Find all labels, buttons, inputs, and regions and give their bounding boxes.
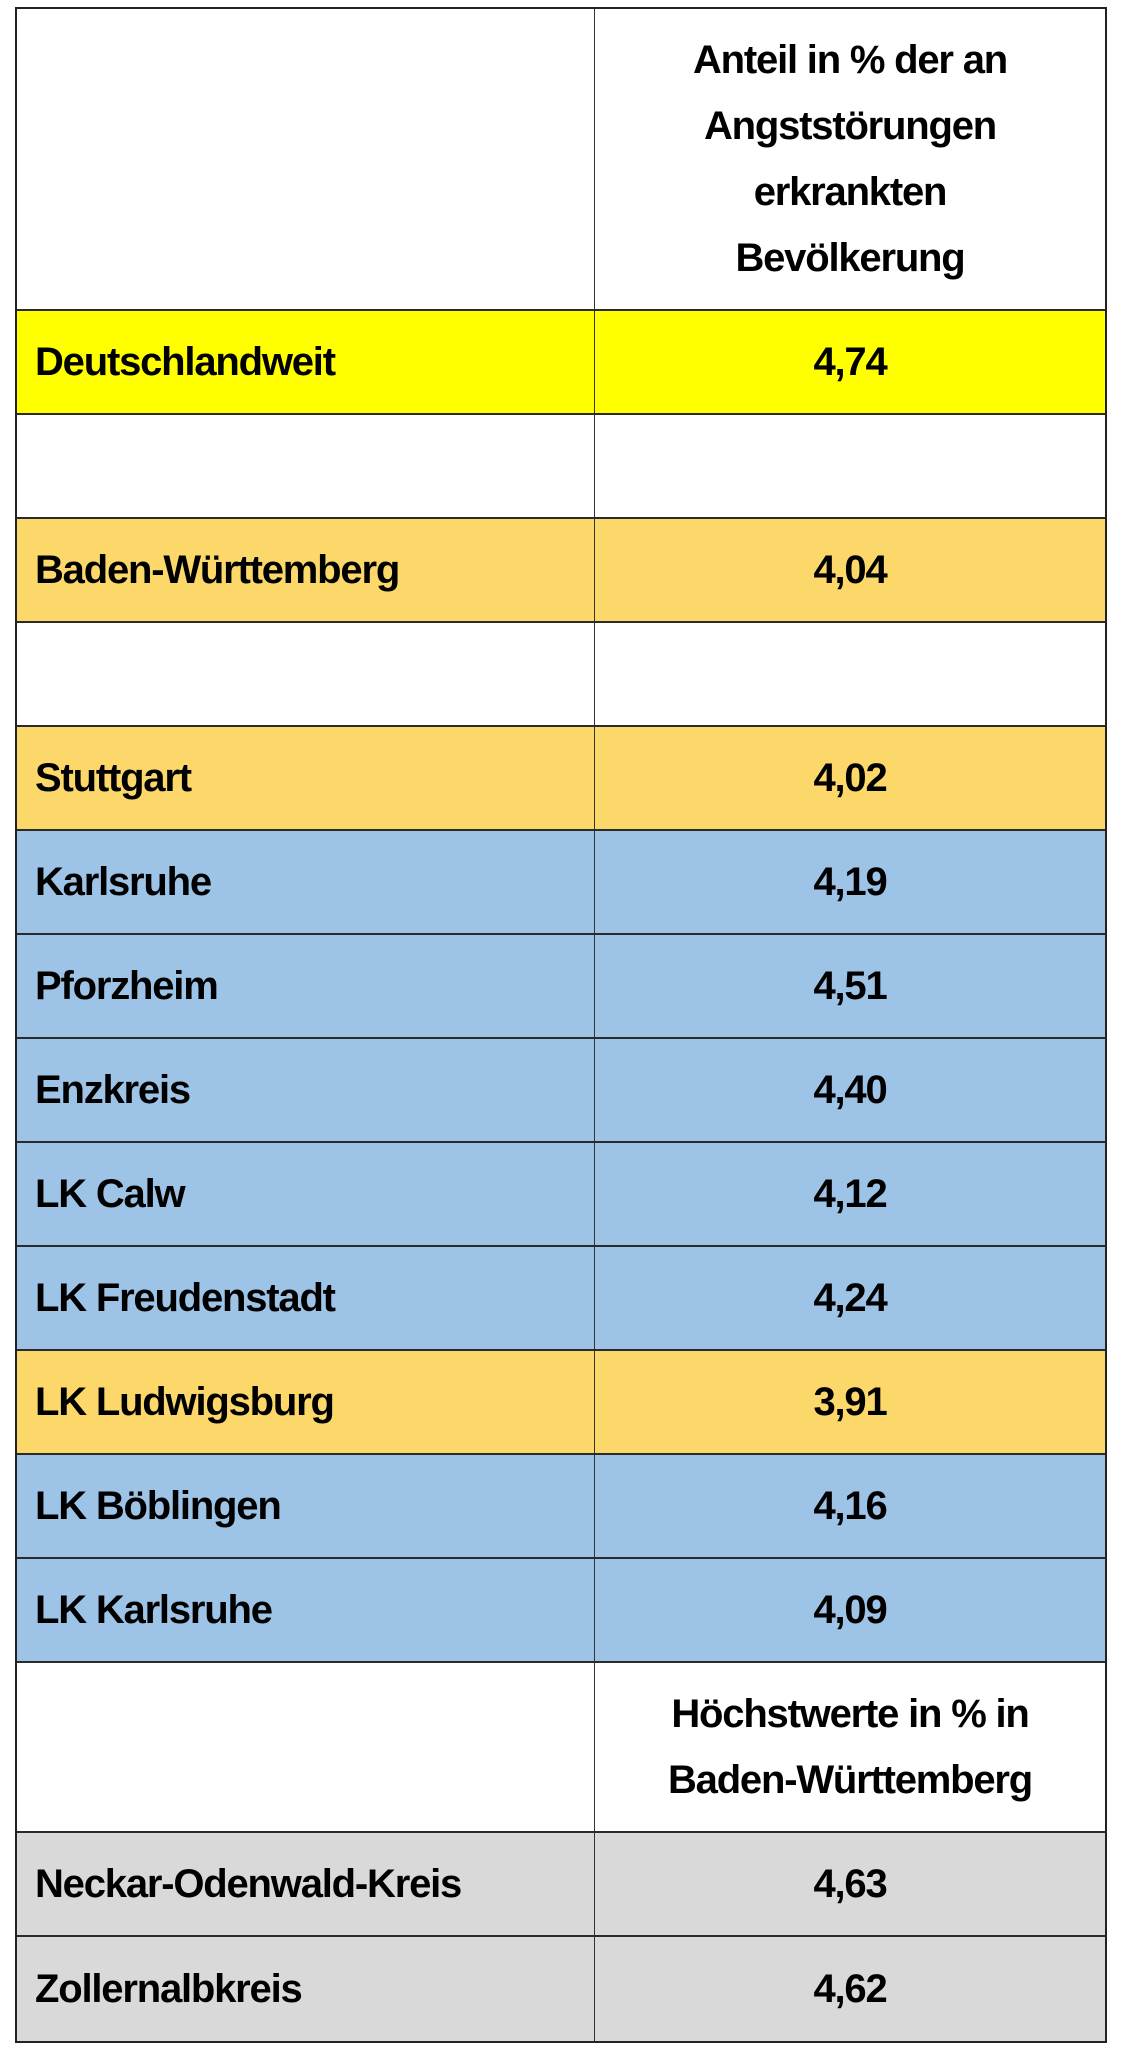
row-value: 4,74	[813, 339, 887, 384]
row-value: 4,16	[813, 1483, 887, 1528]
row-label: LK Ludwigsburg	[35, 1379, 335, 1424]
table-subheader-row: Höchstwerte in % in Baden-Württemberg	[17, 1663, 1105, 1833]
table-row-lk-ludwigsburg: LK Ludwigsburg 3,91	[17, 1351, 1105, 1455]
row-value: 4,62	[813, 1966, 887, 2011]
row-label: LK Karlsruhe	[35, 1587, 273, 1632]
row-value: 4,12	[813, 1171, 887, 1216]
row-label: Zollernalbkreis	[35, 1966, 303, 2011]
table-row-pforzheim: Pforzheim 4,51	[17, 935, 1105, 1039]
row-value: 4,02	[813, 755, 887, 800]
anxiety-disorder-table: Anteil in % der an Angststörungen erkran…	[15, 7, 1107, 2043]
table-row-enzkreis: Enzkreis 4,40	[17, 1039, 1105, 1143]
row-label: Deutschlandweit	[35, 339, 336, 384]
subheader-label-cell	[17, 1663, 595, 1831]
row-label: Enzkreis	[35, 1067, 191, 1112]
row-value: 3,91	[813, 1379, 887, 1424]
table-row-zollernalbkreis: Zollernalbkreis 4,62	[17, 1937, 1105, 2041]
row-value: 4,24	[813, 1275, 887, 1320]
table-row-baden-wuerttemberg: Baden-Württemberg 4,04	[17, 519, 1105, 623]
table-row-lk-boeblingen: LK Böblingen 4,16	[17, 1455, 1105, 1559]
table-row-spacer	[17, 415, 1105, 519]
row-value: 4,63	[813, 1861, 887, 1906]
header-label-cell	[17, 9, 595, 309]
table-row-stuttgart: Stuttgart 4,02	[17, 727, 1105, 831]
row-label: LK Freudenstadt	[35, 1275, 336, 1320]
table-row-lk-calw: LK Calw 4,12	[17, 1143, 1105, 1247]
table-row-deutschlandweit: Deutschlandweit 4,74	[17, 311, 1105, 415]
row-label: Karlsruhe	[35, 859, 212, 904]
table-row-lk-karlsruhe: LK Karlsruhe 4,09	[17, 1559, 1105, 1663]
row-value: 4,04	[813, 547, 887, 592]
table-row-spacer	[17, 623, 1105, 727]
subheader-value-title: Höchstwerte in % in Baden-Württemberg	[667, 1692, 1033, 1802]
header-value-title: Anteil in % der an Angststörungen erkran…	[692, 38, 1008, 280]
row-label: LK Calw	[35, 1171, 186, 1216]
header-value-cell: Anteil in % der an Angststörungen erkran…	[595, 9, 1105, 309]
row-label: Neckar-Odenwald-Kreis	[35, 1861, 462, 1906]
table-row-karlsruhe: Karlsruhe 4,19	[17, 831, 1105, 935]
row-value: 4,51	[813, 963, 887, 1008]
row-label: Stuttgart	[35, 755, 192, 800]
table-row-neckar-odenwald-kreis: Neckar-Odenwald-Kreis 4,63	[17, 1833, 1105, 1937]
row-value: 4,19	[813, 859, 887, 904]
subheader-value-cell: Höchstwerte in % in Baden-Württemberg	[595, 1663, 1105, 1831]
table-header-row: Anteil in % der an Angststörungen erkran…	[17, 9, 1105, 311]
table-row-lk-freudenstadt: LK Freudenstadt 4,24	[17, 1247, 1105, 1351]
row-label: Pforzheim	[35, 963, 219, 1008]
row-label: LK Böblingen	[35, 1483, 282, 1528]
row-value: 4,40	[813, 1067, 887, 1112]
row-label: Baden-Württemberg	[35, 547, 400, 592]
row-value: 4,09	[813, 1587, 887, 1632]
